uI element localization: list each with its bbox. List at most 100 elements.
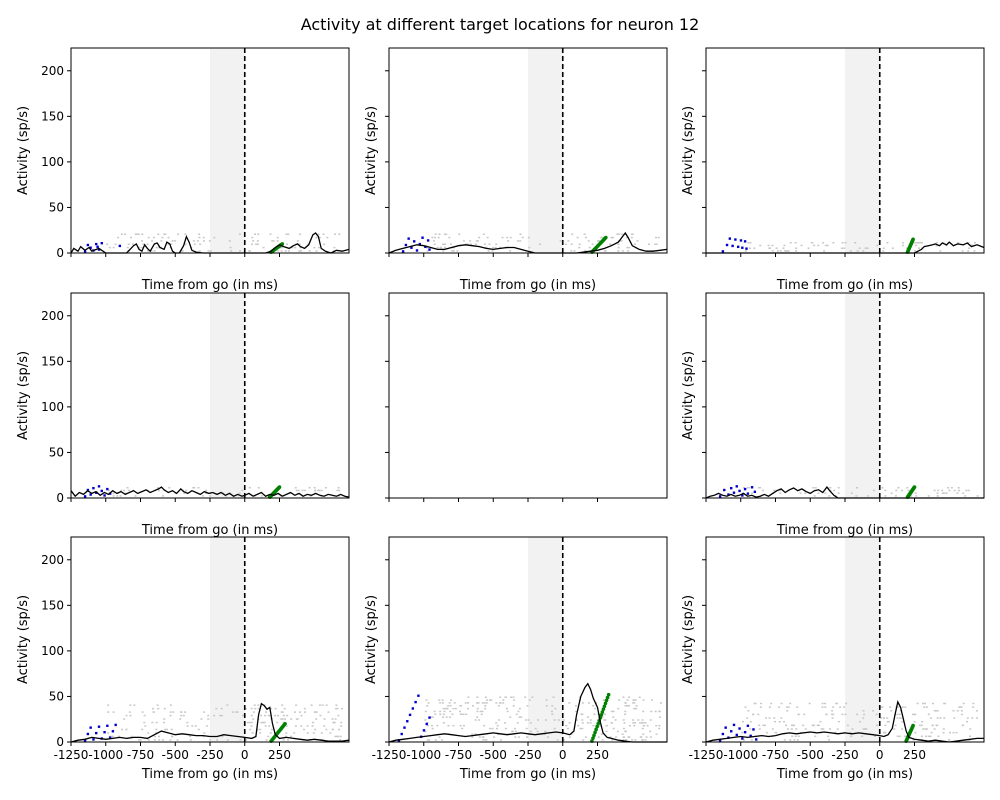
raster-tick <box>865 728 868 730</box>
raster-tick <box>597 240 600 242</box>
raster-tick <box>259 732 262 734</box>
raster-tick <box>642 722 645 724</box>
x-axis-label: Time from go (in ms) <box>141 767 278 782</box>
raster-tick <box>280 711 283 713</box>
target-marker <box>738 489 741 493</box>
raster-tick <box>494 246 497 249</box>
movement-marker <box>911 723 915 728</box>
raster-tick <box>124 233 127 235</box>
y-axis-label: Activity (sp/s) <box>16 595 31 684</box>
raster-tick <box>750 739 753 741</box>
raster-tick <box>923 706 926 708</box>
raster-tick <box>112 492 115 494</box>
raster-tick <box>935 724 938 727</box>
raster <box>741 486 979 497</box>
raster-tick <box>632 699 635 701</box>
raster-tick <box>301 489 304 492</box>
raster-tick <box>147 732 150 734</box>
raster-tick <box>241 489 244 492</box>
raster-tick <box>960 713 963 716</box>
raster-tick <box>441 702 444 704</box>
raster-tick <box>329 732 332 734</box>
raster-tick <box>849 731 852 734</box>
movement-marker <box>596 721 600 726</box>
raster-tick <box>753 702 756 705</box>
target-marker <box>730 486 733 490</box>
raster-tick <box>443 710 446 713</box>
movement-marker <box>599 713 604 717</box>
raster-tick <box>584 236 587 239</box>
raster-tick <box>229 246 232 249</box>
raster-tick <box>882 250 885 252</box>
raster-tick <box>829 728 832 730</box>
raster-tick <box>442 243 445 245</box>
raster-tick <box>920 241 923 244</box>
target-marker <box>421 236 424 239</box>
raster-tick <box>654 710 657 713</box>
raster-tick <box>824 702 827 705</box>
raster-tick <box>895 489 898 492</box>
raster-tick <box>941 489 944 492</box>
raster-tick <box>814 486 817 489</box>
raster-tick <box>184 711 187 713</box>
raster-tick <box>884 724 887 727</box>
y-tick-label: 100 <box>41 644 64 658</box>
raster-tick <box>796 706 799 708</box>
raster-tick <box>294 725 297 727</box>
raster-tick <box>452 707 455 710</box>
raster-tick <box>817 492 820 494</box>
raster-tick <box>121 728 124 731</box>
panel-1-0: 0 50 100 150 200 Time from go (in ms) Activity… <box>16 292 350 538</box>
raster-tick <box>779 250 782 252</box>
raster-tick <box>747 486 750 489</box>
raster-tick <box>483 702 486 704</box>
raster-tick <box>970 244 973 247</box>
raster-tick <box>758 486 761 489</box>
raster-tick <box>498 702 501 704</box>
raster-tick <box>257 707 260 710</box>
x-tick-label: 250 <box>903 748 926 762</box>
raster-tick <box>208 240 211 242</box>
raster-tick <box>953 717 956 719</box>
raster-tick <box>843 706 846 708</box>
raster-tick <box>824 492 827 494</box>
raster-tick <box>612 716 615 718</box>
raster-tick <box>580 713 583 716</box>
target-markers <box>401 236 431 253</box>
raster-tick <box>256 240 259 242</box>
raster-tick <box>338 233 341 235</box>
raster-tick <box>126 246 129 249</box>
raster-tick <box>224 495 227 497</box>
raster-tick <box>491 727 494 730</box>
raster-tick <box>876 244 879 247</box>
raster-tick <box>276 240 279 242</box>
raster-tick <box>650 710 653 713</box>
movement-marker <box>280 242 285 246</box>
raster-tick <box>972 706 975 708</box>
raster-tick <box>250 243 253 245</box>
raster-tick <box>529 722 532 724</box>
raster-tick <box>610 236 613 239</box>
raster-tick <box>861 735 864 738</box>
raster-tick <box>245 739 248 741</box>
x-tick-label: -750 <box>762 748 789 762</box>
raster-tick <box>956 710 959 712</box>
target-marker <box>739 239 743 242</box>
raster-tick <box>851 728 854 730</box>
raster-tick <box>592 724 595 727</box>
raster-tick <box>506 707 509 710</box>
raster-tick <box>283 707 286 710</box>
raster-tick <box>252 240 255 242</box>
raster-tick <box>285 233 288 235</box>
raster-tick <box>759 706 762 708</box>
raster-tick <box>640 722 643 724</box>
raster-tick <box>854 241 857 244</box>
raster-tick <box>886 241 889 244</box>
x-axis-label: Time from go (in ms) <box>776 767 913 782</box>
raster-tick <box>326 236 329 239</box>
raster-tick <box>287 250 290 252</box>
raster-tick <box>259 728 262 731</box>
raster-tick <box>284 718 287 720</box>
raster-tick <box>484 707 487 710</box>
x-tick-label: -1250 <box>372 748 407 762</box>
